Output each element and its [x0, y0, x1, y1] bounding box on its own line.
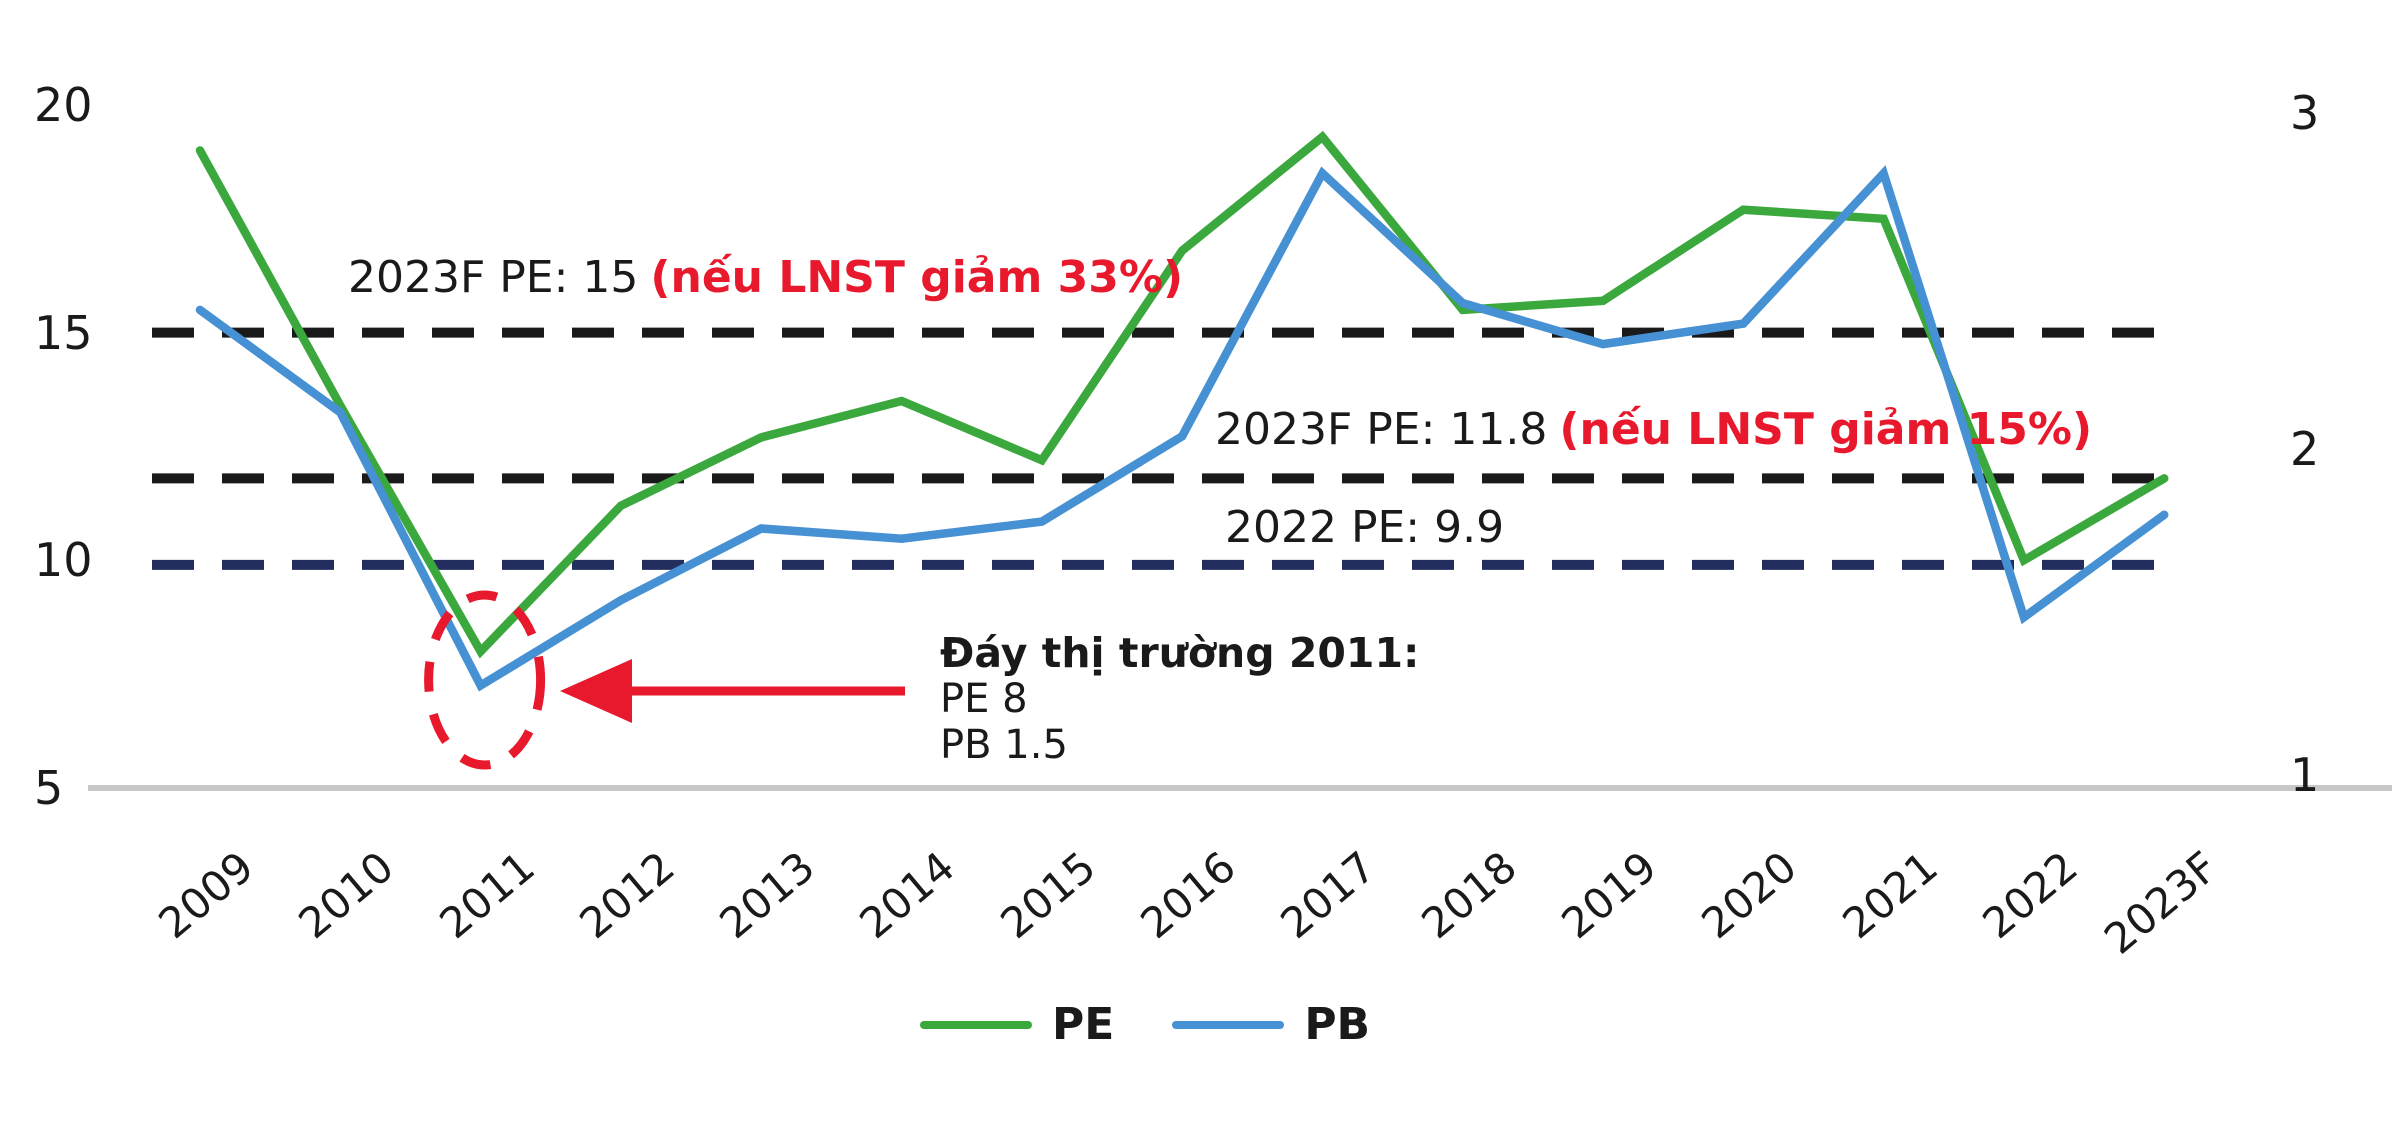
y-axis-tick-right-1: 1: [2290, 748, 2320, 802]
ref-note-pe99: 2022 PE: 9.9: [1225, 502, 1516, 554]
pe-line-swatch-icon: [920, 1021, 1032, 1029]
legend-label-pe: PE: [1052, 999, 1115, 1050]
y-axis-tick-right-3: 3: [2290, 86, 2320, 140]
ref-note-pe15: 2023F PE: 15 (nếu LNST giảm 33%): [348, 252, 1183, 304]
ref-note-pe99-label: 2022 PE: 9.9: [1225, 502, 1505, 553]
ref-note-pe118-label: 2023F PE: 11.8: [1215, 404, 1548, 455]
y-axis-tick-left-5: 5: [34, 761, 64, 815]
pe-line: [195, 130, 2169, 659]
legend-item-pe: PE: [920, 1003, 1114, 1047]
y-axis-tick-right-2: 2: [2290, 422, 2320, 476]
market-bottom-circle-icon: [424, 590, 546, 770]
market-bottom-pe: PE 8: [940, 676, 1028, 722]
y-axis-tick-left-20: 20: [34, 78, 93, 132]
ref-note-pe118-red: (nếu LNST giảm 15%): [1559, 404, 2093, 455]
y-axis-tick-left-10: 10: [34, 533, 93, 587]
market-bottom-pb: PB 1.5: [940, 722, 1068, 768]
market-bottom-arrow-head-icon: [560, 659, 632, 723]
legend-item-pb: PB: [1172, 1003, 1370, 1047]
pb-line: [195, 165, 2169, 692]
ref-note-pe15-label: 2023F PE: 15: [348, 252, 639, 303]
pb-line-swatch-icon: [1172, 1021, 1285, 1029]
y-axis-tick-left-15: 15: [34, 306, 93, 360]
legend-label-pb: PB: [1304, 999, 1371, 1050]
ref-note-pe118: 2023F PE: 11.8 (nếu LNST giảm 15%): [1215, 404, 2092, 456]
ref-note-pe15-red: (nếu LNST giảm 33%): [650, 252, 1184, 303]
market-bottom-title: Đáy thị trường 2011:: [940, 629, 1420, 677]
market-bottom-annotation: Đáy thị trường 2011: PE 8 PB 1.5: [940, 630, 1419, 768]
legend: PE PB: [920, 1003, 1370, 1047]
